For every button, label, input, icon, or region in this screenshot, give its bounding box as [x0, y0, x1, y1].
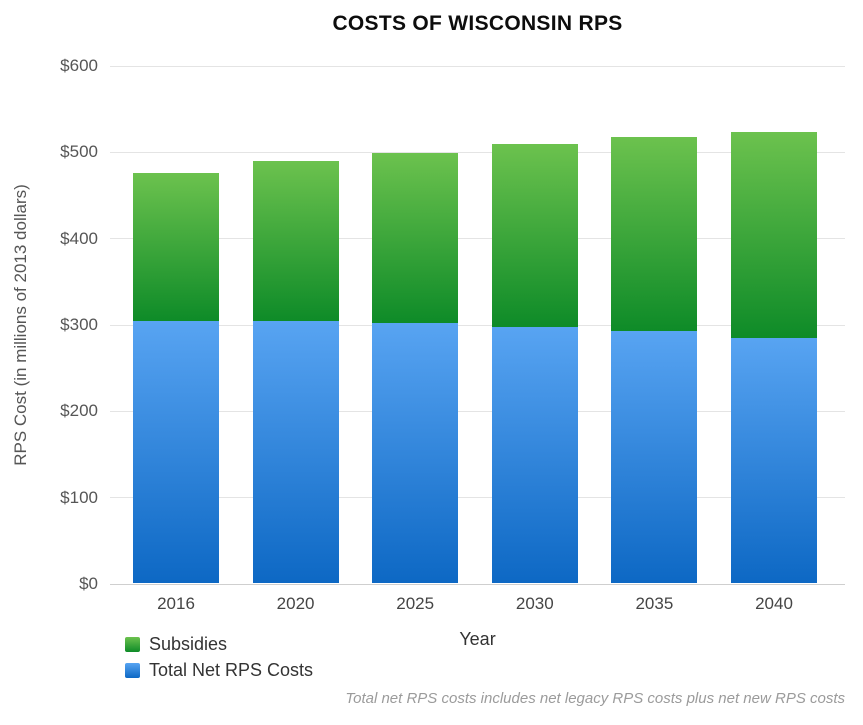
bar-segment-total-net-rps-costs — [731, 337, 817, 583]
gridline-200 — [110, 410, 845, 412]
bar-segment-subsidies — [372, 153, 459, 324]
x-axis-baseline — [110, 583, 845, 585]
chart-title: COSTS OF WISCONSIN RPS — [332, 12, 623, 35]
x-tick-label-2025: 2025 — [396, 594, 435, 613]
total-net-rps-costs-swatch-icon — [125, 663, 140, 678]
y-tick-label-500: $500 — [60, 142, 98, 162]
subsidies-swatch-icon — [125, 637, 140, 652]
bar-2035 — [611, 136, 698, 583]
gridline-400 — [110, 238, 845, 240]
gridline-100 — [110, 497, 845, 499]
gridline-300 — [110, 324, 845, 326]
gridline-500 — [110, 151, 845, 153]
legend-label-subsidies: Subsidies — [149, 634, 228, 654]
bar-segment-total-net-rps-costs — [491, 326, 578, 583]
bar-segment-subsidies — [611, 136, 698, 331]
y-tick-label-0: $0 — [79, 574, 98, 593]
bar-segment-total-net-rps-costs — [133, 320, 219, 583]
x-tick-label-2016: 2016 — [157, 594, 195, 613]
bar-segment-subsidies — [252, 160, 339, 321]
x-tick-label-2020: 2020 — [276, 594, 315, 613]
bar-2020 — [252, 160, 339, 583]
chart-footnote: Total net RPS costs includes net legacy … — [345, 690, 845, 707]
gridline-600 — [110, 65, 845, 67]
bar-2016 — [133, 172, 219, 583]
bar-segment-subsidies — [133, 172, 219, 321]
y-tick-label-100: $100 — [60, 487, 98, 507]
bar-2030 — [491, 144, 578, 583]
bar-segment-subsidies — [731, 131, 817, 338]
x-axis-title: Year — [459, 629, 496, 649]
x-tick-label-2040: 2040 — [755, 594, 793, 613]
plot-area — [110, 65, 845, 585]
x-tick-label-2030: 2030 — [515, 594, 554, 613]
legend-item-subsidies: Subsidies — [125, 634, 313, 655]
bar-segment-total-net-rps-costs — [252, 320, 339, 583]
bar-2025 — [372, 153, 459, 583]
y-tick-label-300: $300 — [60, 315, 98, 334]
legend: Subsidies Total Net RPS Costs — [125, 634, 313, 686]
bar-2040 — [731, 131, 817, 583]
legend-label-total-net-rps-costs: Total Net RPS Costs — [149, 660, 314, 680]
y-tick-label-200: $200 — [60, 401, 98, 421]
y-tick-label-600: $600 — [60, 56, 98, 75]
bar-segment-total-net-rps-costs — [611, 330, 698, 583]
x-tick-label-2035: 2035 — [635, 594, 674, 613]
legend-item-total-net-rps-costs: Total Net RPS Costs — [125, 660, 313, 681]
bar-segment-total-net-rps-costs — [372, 323, 459, 583]
y-tick-label-400: $400 — [60, 228, 98, 248]
bar-segment-subsidies — [491, 144, 578, 327]
